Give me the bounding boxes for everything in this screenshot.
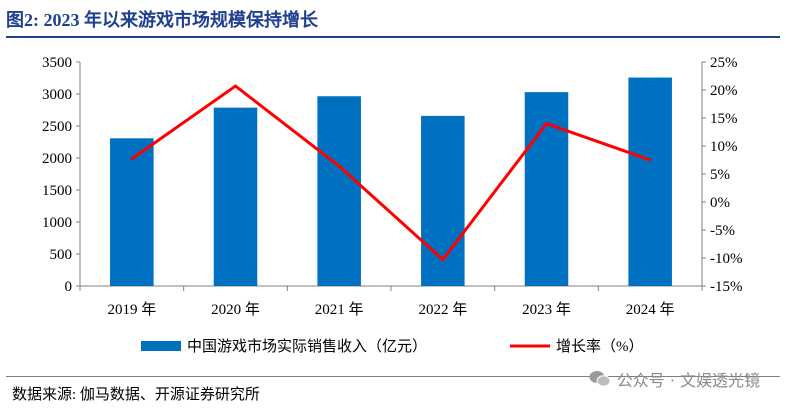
right-tick-label: 20% <box>710 83 738 99</box>
bar <box>213 107 258 286</box>
line-point <box>441 258 445 261</box>
source-note: 数据来源: 伽马数据、开源证券研究所 <box>12 387 260 403</box>
line-point <box>234 84 237 88</box>
footer-divider <box>6 376 780 377</box>
line-point <box>545 122 548 125</box>
x-tick-label: 2021 年 <box>315 301 364 318</box>
left-tick-label: 1500 <box>42 183 72 199</box>
left-tick-label: 0 <box>65 279 73 295</box>
left-tick-label: 2000 <box>42 151 72 167</box>
bar <box>524 92 569 286</box>
line-point <box>130 157 134 161</box>
growth-line <box>130 84 651 262</box>
x-tick-label: 2023 年 <box>522 301 571 318</box>
left-tick-label: 3500 <box>42 55 72 71</box>
x-tick-label: 2020 年 <box>211 301 260 318</box>
left-tick-label: 2500 <box>42 119 72 135</box>
x-tick-label: 2019 年 <box>107 301 156 318</box>
x-tick-label: 2024 年 <box>626 301 675 318</box>
chart-title: 图2: 2023 年以来游戏市场规模保持增长 <box>6 10 318 30</box>
watermark: 公众号 · 文娱透光镜 <box>589 367 760 391</box>
bar <box>317 96 361 287</box>
right-tick-label: -15% <box>710 279 743 295</box>
line-point <box>648 158 652 162</box>
right-tick-label: -10% <box>710 251 743 267</box>
left-tick-label: 3000 <box>42 87 72 103</box>
right-tick-label: 10% <box>710 139 738 155</box>
right-tick-label: 0% <box>710 195 730 211</box>
chart-legend: 中国游戏市场实际销售收入（亿元） 增长率（%） <box>141 338 644 355</box>
legend-label-bar: 中国游戏市场实际销售收入（亿元） <box>187 338 427 355</box>
legend-swatch-bar <box>141 341 181 351</box>
right-tick-label: 15% <box>710 111 738 127</box>
right-tick-label: 5% <box>710 167 730 183</box>
line-point <box>337 164 341 168</box>
right-tick-label: -5% <box>710 223 735 239</box>
watermark-text: 公众号 · 文娱透光镜 <box>616 371 760 390</box>
title-divider <box>6 36 780 38</box>
combo-chart: 0 500 1000 1500 2000 2500 3000 3500 -15% -10% -5% 0… <box>42 55 743 355</box>
x-tick-labels: 2019 年 2020 年 2021 年 2022 年 2023 年 2024 年 <box>107 301 674 318</box>
line-series <box>130 84 652 262</box>
legend-label-line: 增长率（%） <box>556 338 644 355</box>
x-tick-label: 2022 年 <box>418 301 467 318</box>
bar <box>110 138 154 286</box>
chart-axes: 0 500 1000 1500 2000 2500 3000 3500 -15% -10% -5% 0… <box>42 55 743 295</box>
left-tick-label: 500 <box>50 247 73 263</box>
right-tick-label: 25% <box>710 55 738 71</box>
wechat-icon <box>589 371 611 387</box>
bar-series <box>110 77 672 287</box>
left-tick-label: 1000 <box>42 215 72 231</box>
bar <box>628 77 672 286</box>
